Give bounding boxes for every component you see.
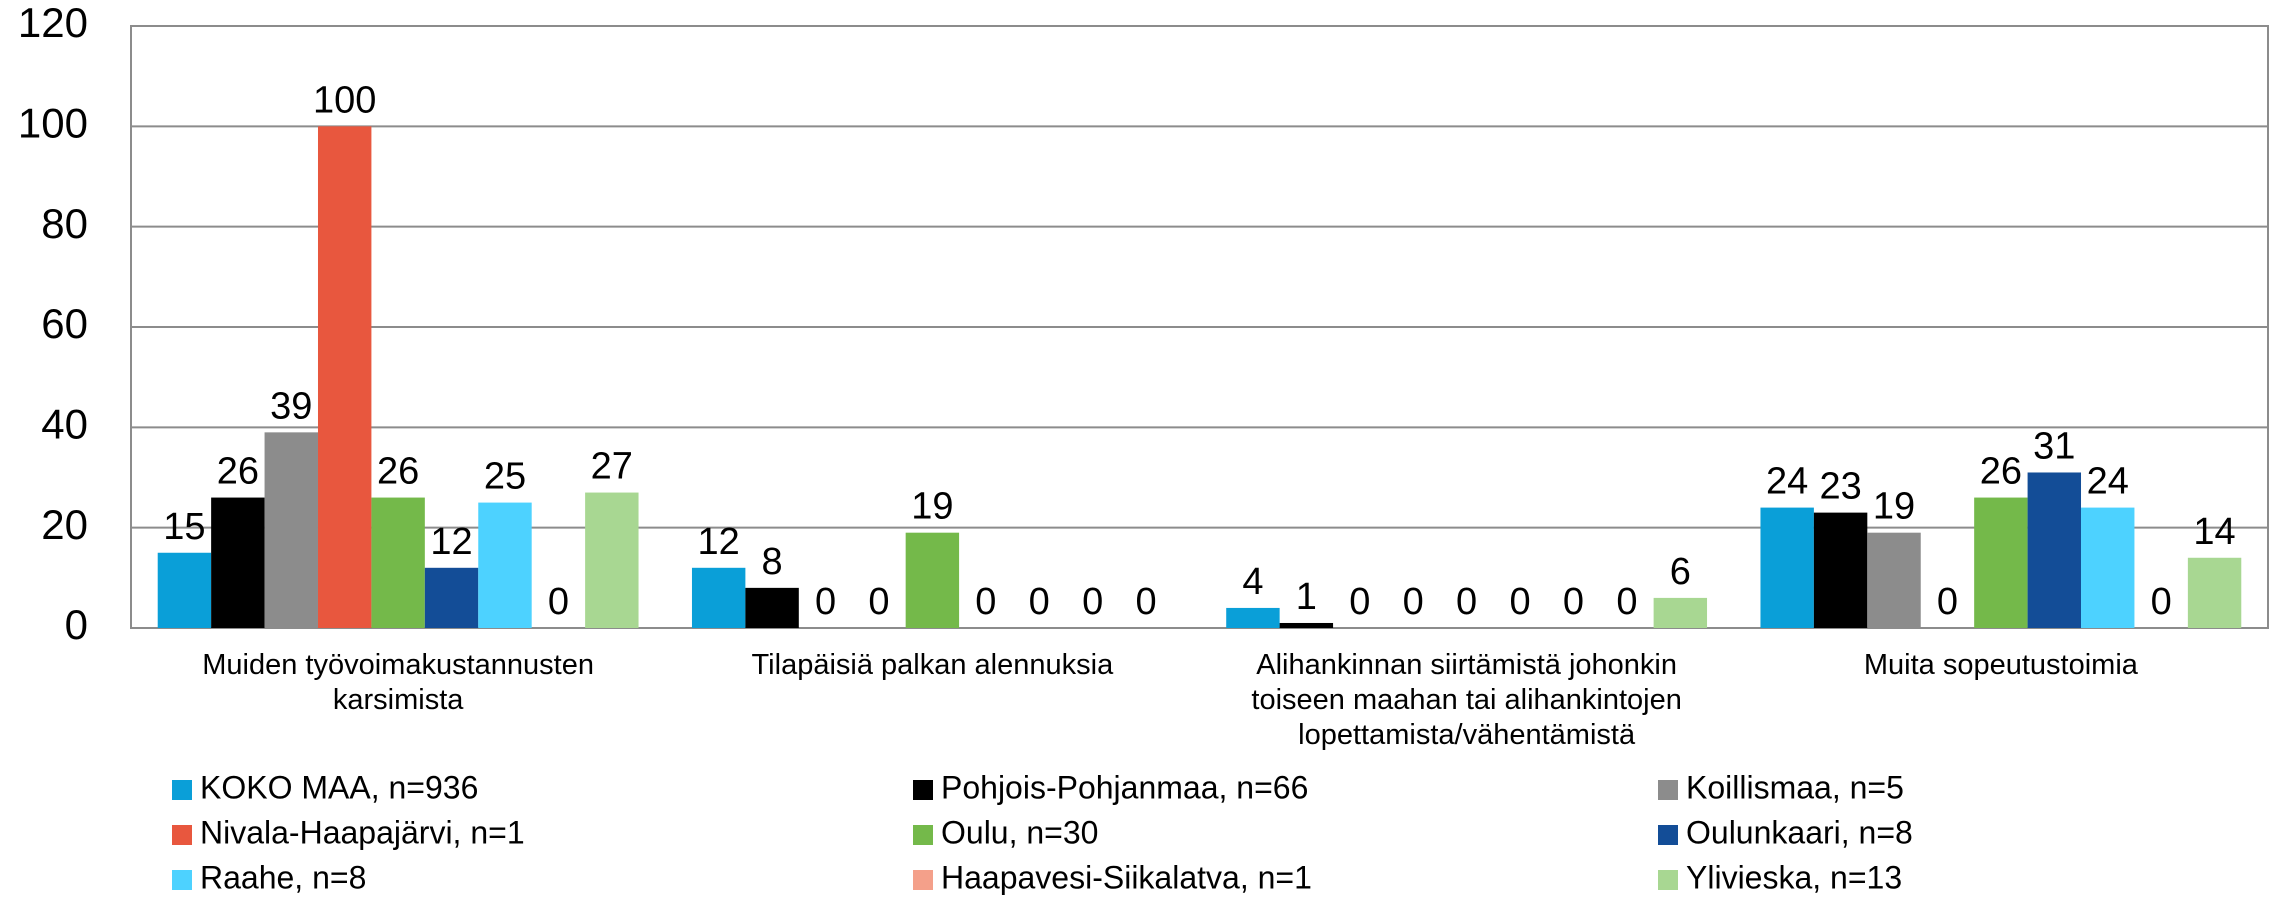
data-label: 24 <box>2087 461 2129 503</box>
data-label: 0 <box>1456 581 1477 623</box>
legend-label: Haapavesi-Siikalatva, n=1 <box>941 859 1312 895</box>
data-label: 0 <box>1136 581 1157 623</box>
bar <box>1653 597 1708 628</box>
data-label: 0 <box>548 581 569 623</box>
bar <box>264 432 318 628</box>
data-label: 0 <box>1563 581 1584 623</box>
legend-label: Oulu, n=30 <box>941 814 1098 850</box>
data-label: 0 <box>815 581 836 623</box>
legend-swatch <box>913 825 933 845</box>
y-tick-label: 40 <box>41 400 88 447</box>
data-label: 15 <box>163 506 205 548</box>
bar <box>478 502 532 628</box>
bar <box>691 567 746 628</box>
data-label: 0 <box>868 581 889 623</box>
plot-border <box>130 25 2269 629</box>
bar <box>371 497 425 628</box>
data-label: 0 <box>1937 581 1958 623</box>
bar <box>157 552 212 628</box>
y-tick-label: 120 <box>18 0 88 46</box>
legend-label: Pohjois-Pohjanmaa, n=66 <box>941 769 1308 805</box>
data-label: 0 <box>1082 581 1103 623</box>
data-label: 0 <box>1349 581 1370 623</box>
bar <box>1813 512 1868 628</box>
x-tick-label: Tilapäisiä palkan alennuksia <box>751 649 1114 681</box>
legend-swatch <box>1658 780 1678 800</box>
data-label: 6 <box>1670 551 1691 593</box>
bar <box>2027 472 2082 628</box>
bar <box>905 532 960 628</box>
data-label: 0 <box>2151 581 2172 623</box>
data-label: 23 <box>1819 466 1861 508</box>
legend-label: Oulunkaari, n=8 <box>1686 814 1913 850</box>
data-label: 100 <box>313 79 376 121</box>
legend-label: Raahe, n=8 <box>200 859 366 895</box>
data-label: 26 <box>217 451 259 493</box>
data-label: 27 <box>591 446 633 488</box>
y-tick-label: 0 <box>65 601 88 648</box>
data-label: 0 <box>1616 581 1637 623</box>
data-label: 31 <box>2033 426 2075 468</box>
y-tick-label: 100 <box>18 99 88 146</box>
legend-swatch <box>1658 870 1678 890</box>
legend-swatch <box>172 780 192 800</box>
bar <box>1226 607 1280 628</box>
legend-swatch <box>913 780 933 800</box>
data-label: 0 <box>1029 581 1050 623</box>
data-label: 12 <box>430 521 472 563</box>
data-label: 26 <box>377 451 419 493</box>
bar <box>585 492 639 628</box>
bar <box>745 587 799 628</box>
data-label: 8 <box>762 541 783 583</box>
y-tick-label: 80 <box>41 200 88 247</box>
bar <box>317 126 372 628</box>
data-label: 4 <box>1242 561 1263 603</box>
legend-swatch <box>913 870 933 890</box>
bar <box>2187 557 2242 628</box>
bar <box>1974 497 2028 628</box>
bar <box>211 497 265 628</box>
legend-swatch <box>172 870 192 890</box>
data-label: 0 <box>1509 581 1530 623</box>
legend-swatch <box>172 825 192 845</box>
data-label: 24 <box>1766 461 1808 503</box>
data-label: 19 <box>911 486 953 528</box>
legend-swatch <box>1658 825 1678 845</box>
x-tick-label: Muiden työvoimakustannusten karsimista <box>202 649 594 716</box>
data-label: 0 <box>975 581 996 623</box>
y-tick-label: 60 <box>41 300 88 347</box>
data-label: 1 <box>1296 576 1317 618</box>
data-label: 0 <box>1403 581 1424 623</box>
legend-label: Ylivieska, n=13 <box>1686 859 1902 895</box>
legend-label: Nivala-Haapajärvi, n=1 <box>200 814 525 850</box>
legend-label: Koillismaa, n=5 <box>1686 769 1904 805</box>
x-tick-label: Alihankinnan siirtämistä johonkin toisee… <box>1251 649 1682 751</box>
data-label: 19 <box>1873 486 1915 528</box>
data-label: 26 <box>1980 451 2022 493</box>
bar <box>1760 507 1814 628</box>
data-label: 39 <box>270 385 312 427</box>
data-label: 25 <box>484 456 526 498</box>
bar <box>2081 507 2135 628</box>
x-tick-label: Muita sopeutustoimia <box>1863 649 2138 681</box>
legend-label: KOKO MAA, n=936 <box>200 769 478 805</box>
data-label: 14 <box>2193 511 2235 553</box>
bar <box>1279 622 1334 628</box>
data-label: 12 <box>698 521 740 563</box>
bar <box>1867 532 1921 628</box>
bar <box>424 567 479 628</box>
y-tick-label: 20 <box>41 501 88 548</box>
